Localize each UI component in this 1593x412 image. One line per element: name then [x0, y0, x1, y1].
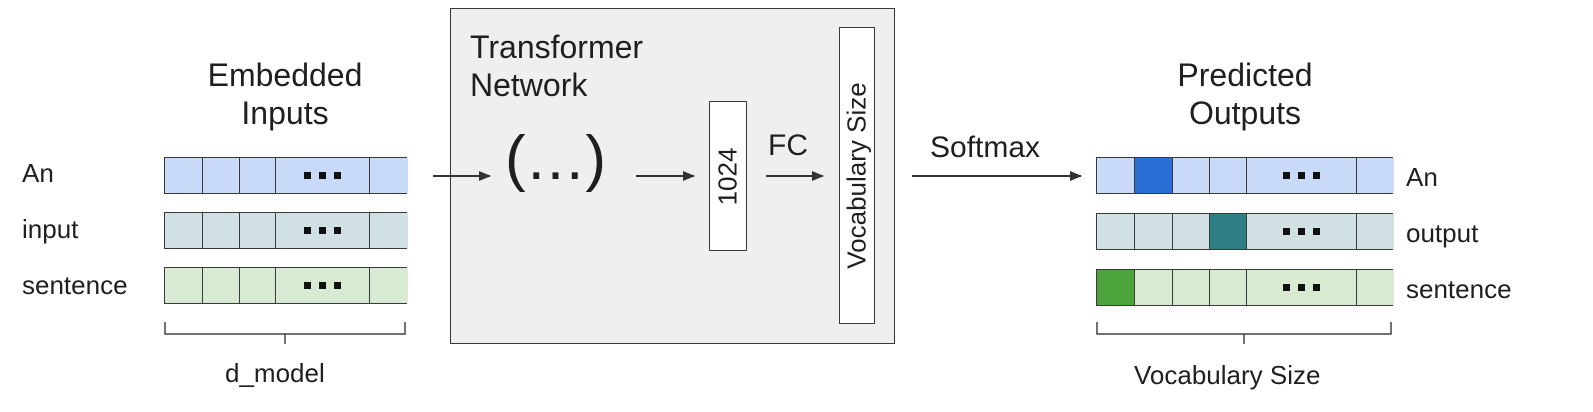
transformer-network-title: Transformer Network — [470, 29, 644, 103]
input-embedding-row-input — [164, 212, 408, 249]
output-row-label-sentence: sentence — [1406, 274, 1512, 304]
vector-cell — [1097, 214, 1135, 249]
vocab-projection-box: Vocabulary Size — [839, 27, 875, 324]
input-row-label-an: An — [22, 158, 54, 188]
highlighted-prob-cell — [1210, 214, 1247, 249]
vector-cell — [240, 213, 276, 248]
output-row-label-output: output — [1406, 218, 1479, 248]
vector-cell — [370, 213, 408, 248]
hidden-dim-box: 1024 — [709, 101, 747, 251]
vector-cell — [1357, 214, 1394, 249]
ellipsis-cell — [276, 158, 370, 193]
ellipsis-dot — [1313, 172, 1320, 179]
vector-cell — [1173, 158, 1210, 193]
ellipsis-dot — [334, 227, 341, 234]
input-row-label-input: input — [22, 214, 79, 244]
ellipsis-dot — [319, 172, 326, 179]
vector-cell — [1210, 270, 1247, 305]
ellipsis-dot — [319, 282, 326, 289]
input-embedding-row-sentence — [164, 267, 408, 304]
output-prob-row-an — [1096, 157, 1394, 194]
softmax-label: Softmax — [930, 131, 1041, 164]
vector-cell — [370, 268, 408, 303]
ellipsis-cell — [276, 268, 370, 303]
ellipsis-dot — [304, 172, 311, 179]
input-row-label-sentence: sentence — [22, 270, 128, 300]
ellipsis-dot — [1298, 284, 1305, 291]
vector-cell — [240, 158, 276, 193]
output-row-label-an: An — [1406, 162, 1438, 192]
vector-cell — [203, 268, 240, 303]
fc-label: FC — [768, 129, 808, 162]
ellipsis-dot — [304, 282, 311, 289]
vector-cell — [1357, 158, 1394, 193]
ellipsis-dot — [1298, 172, 1305, 179]
vector-cell — [370, 158, 408, 193]
highlighted-prob-cell — [1097, 270, 1135, 305]
vocabulary-size-label: Vocabulary Size — [1134, 360, 1321, 390]
vector-cell — [240, 268, 276, 303]
output-prob-row-output — [1096, 213, 1394, 250]
vector-cell — [1135, 214, 1173, 249]
ellipsis-dot — [334, 282, 341, 289]
ellipsis-dot — [319, 227, 326, 234]
vector-cell — [1210, 158, 1247, 193]
predicted-outputs-title: Predicted Outputs — [1177, 57, 1313, 131]
ellipsis-cell — [1247, 214, 1357, 249]
output-prob-row-sentence — [1096, 269, 1394, 306]
ellipsis-dot — [1298, 228, 1305, 235]
vector-cell — [1173, 214, 1210, 249]
ellipsis-cell — [1247, 158, 1357, 193]
ellipsis-cell — [1247, 270, 1357, 305]
ellipsis-cell — [276, 213, 370, 248]
embedded-inputs-title: Embedded Inputs — [207, 57, 363, 131]
ellipsis-dot — [1283, 228, 1290, 235]
vocabulary-size-brace — [1096, 322, 1392, 344]
ellipsis-dot — [1283, 284, 1290, 291]
network-layers-ellipsis: (...) — [505, 124, 608, 193]
vector-cell — [1135, 270, 1173, 305]
ellipsis-dot — [1283, 172, 1290, 179]
vector-cell — [1097, 158, 1135, 193]
vector-cell — [1173, 270, 1210, 305]
ellipsis-dot — [304, 227, 311, 234]
vector-cell — [165, 158, 203, 193]
vector-cell — [165, 213, 203, 248]
d-model-label: d_model — [225, 358, 325, 388]
ellipsis-dot — [1313, 284, 1320, 291]
highlighted-prob-cell — [1135, 158, 1173, 193]
vector-cell — [1357, 270, 1394, 305]
vector-cell — [165, 268, 203, 303]
vector-cell — [203, 213, 240, 248]
d-model-brace — [164, 322, 406, 344]
input-embedding-row-an — [164, 157, 408, 194]
ellipsis-dot — [334, 172, 341, 179]
ellipsis-dot — [1313, 228, 1320, 235]
vector-cell — [203, 158, 240, 193]
